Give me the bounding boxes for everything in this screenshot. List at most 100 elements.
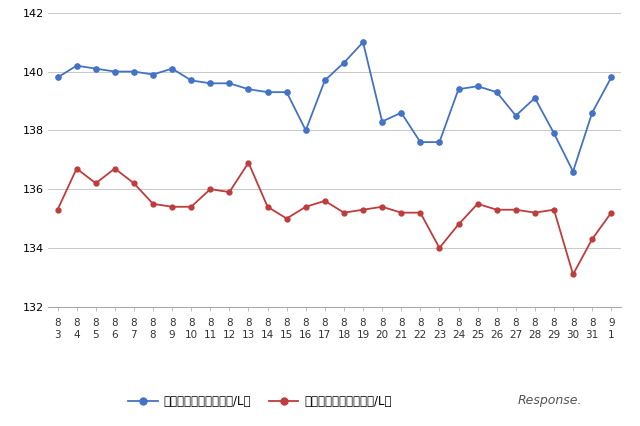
Text: Response.: Response. (518, 394, 582, 407)
Text: 8: 8 (150, 330, 156, 340)
Text: 29: 29 (547, 330, 561, 340)
Text: 3: 3 (54, 330, 61, 340)
Text: 8: 8 (550, 318, 557, 328)
Text: 8: 8 (436, 318, 443, 328)
Text: 8: 8 (340, 318, 348, 328)
ハイオク実売価格（円/L） (54, 207, 61, 212)
ハイオク看板価格（円/L） (531, 95, 539, 101)
Text: 31: 31 (586, 330, 599, 340)
Text: 8: 8 (207, 318, 214, 328)
Text: 18: 18 (337, 330, 351, 340)
Text: 8: 8 (321, 318, 328, 328)
Text: 21: 21 (395, 330, 408, 340)
Text: 1: 1 (608, 330, 614, 340)
Text: 8: 8 (92, 318, 99, 328)
ハイオク実売価格（円/L） (454, 222, 462, 227)
ハイオク看板価格（円/L） (607, 75, 615, 80)
Text: 8: 8 (513, 318, 519, 328)
ハイオク看板価格（円/L） (436, 140, 444, 145)
ハイオク看板価格（円/L） (302, 128, 310, 133)
Text: 27: 27 (509, 330, 522, 340)
Text: 8: 8 (150, 318, 156, 328)
ハイオク看板価格（円/L） (92, 66, 100, 71)
Text: 10: 10 (184, 330, 198, 340)
Text: 8: 8 (264, 318, 271, 328)
ハイオク看板価格（円/L） (474, 84, 481, 89)
ハイオク実売価格（円/L） (188, 204, 195, 209)
Text: 14: 14 (261, 330, 274, 340)
Text: 8: 8 (74, 318, 80, 328)
Text: 28: 28 (528, 330, 541, 340)
ハイオク看板価格（円/L） (283, 89, 291, 95)
Text: 8: 8 (379, 318, 385, 328)
Text: 22: 22 (413, 330, 427, 340)
ハイオク看板価格（円/L） (454, 86, 462, 92)
Text: 8: 8 (303, 318, 309, 328)
Text: 8: 8 (284, 318, 290, 328)
ハイオク実売価格（円/L） (92, 181, 100, 186)
Text: 30: 30 (566, 330, 580, 340)
ハイオク看板価格（円/L） (149, 72, 157, 77)
Legend: ハイオク看板価格（円/L）, ハイオク実売価格（円/L）: ハイオク看板価格（円/L）, ハイオク実売価格（円/L） (124, 390, 396, 412)
ハイオク実売価格（円/L） (225, 190, 233, 195)
Text: 9: 9 (608, 318, 614, 328)
Text: 26: 26 (490, 330, 503, 340)
Text: 12: 12 (223, 330, 236, 340)
ハイオク実売価格（円/L） (244, 160, 252, 165)
Line: ハイオク看板価格（円/L）: ハイオク看板価格（円/L） (55, 40, 614, 174)
ハイオク実売価格（円/L） (321, 199, 329, 204)
Text: 8: 8 (131, 318, 137, 328)
Text: 8: 8 (455, 318, 462, 328)
ハイオク実売価格（円/L） (340, 210, 348, 215)
Text: 15: 15 (280, 330, 293, 340)
ハイオク実売価格（円/L） (283, 216, 291, 221)
Text: 24: 24 (452, 330, 465, 340)
ハイオク実売価格（円/L） (531, 210, 539, 215)
Text: 5: 5 (92, 330, 99, 340)
Text: 7: 7 (131, 330, 137, 340)
ハイオク実売価格（円/L） (302, 204, 310, 209)
Text: 8: 8 (417, 318, 424, 328)
ハイオク実売価格（円/L） (359, 207, 367, 212)
ハイオク実売価格（円/L） (397, 210, 405, 215)
Text: 9: 9 (169, 330, 175, 340)
ハイオク実売価格（円/L） (550, 207, 558, 212)
Text: 8: 8 (54, 318, 61, 328)
ハイオク看板価格（円/L） (378, 119, 386, 124)
ハイオク看板価格（円/L） (54, 75, 61, 80)
Text: 8: 8 (245, 318, 252, 328)
Text: 8: 8 (589, 318, 595, 328)
ハイオク実売価格（円/L） (569, 272, 577, 277)
ハイオク看板価格（円/L） (207, 81, 214, 86)
Text: 8: 8 (111, 318, 118, 328)
ハイオク看板価格（円/L） (588, 110, 596, 115)
Text: 17: 17 (318, 330, 332, 340)
ハイオク看板価格（円/L） (168, 66, 176, 71)
ハイオク看板価格（円/L） (111, 69, 118, 74)
ハイオク看板価格（円/L） (359, 40, 367, 45)
ハイオク実売価格（円/L） (474, 201, 481, 206)
Text: 6: 6 (111, 330, 118, 340)
ハイオク実売価格（円/L） (436, 245, 444, 250)
ハイオク看板価格（円/L） (264, 89, 271, 95)
ハイオク実売価格（円/L） (417, 210, 424, 215)
ハイオク看板価格（円/L） (244, 86, 252, 92)
ハイオク看板価格（円/L） (417, 140, 424, 145)
ハイオク看板価格（円/L） (493, 89, 500, 95)
Text: 8: 8 (360, 318, 366, 328)
ハイオク看板価格（円/L） (225, 81, 233, 86)
Text: 8: 8 (474, 318, 481, 328)
ハイオク実売価格（円/L） (512, 207, 520, 212)
Text: 16: 16 (299, 330, 312, 340)
ハイオク看板価格（円/L） (340, 60, 348, 65)
ハイオク実売価格（円/L） (588, 236, 596, 242)
Text: 19: 19 (356, 330, 370, 340)
Text: 8: 8 (188, 318, 195, 328)
Text: 8: 8 (570, 318, 577, 328)
Text: 11: 11 (204, 330, 217, 340)
Text: 13: 13 (242, 330, 255, 340)
ハイオク実売価格（円/L） (111, 166, 118, 171)
ハイオク実売価格（円/L） (130, 181, 138, 186)
Text: 8: 8 (493, 318, 500, 328)
Text: 8: 8 (532, 318, 538, 328)
